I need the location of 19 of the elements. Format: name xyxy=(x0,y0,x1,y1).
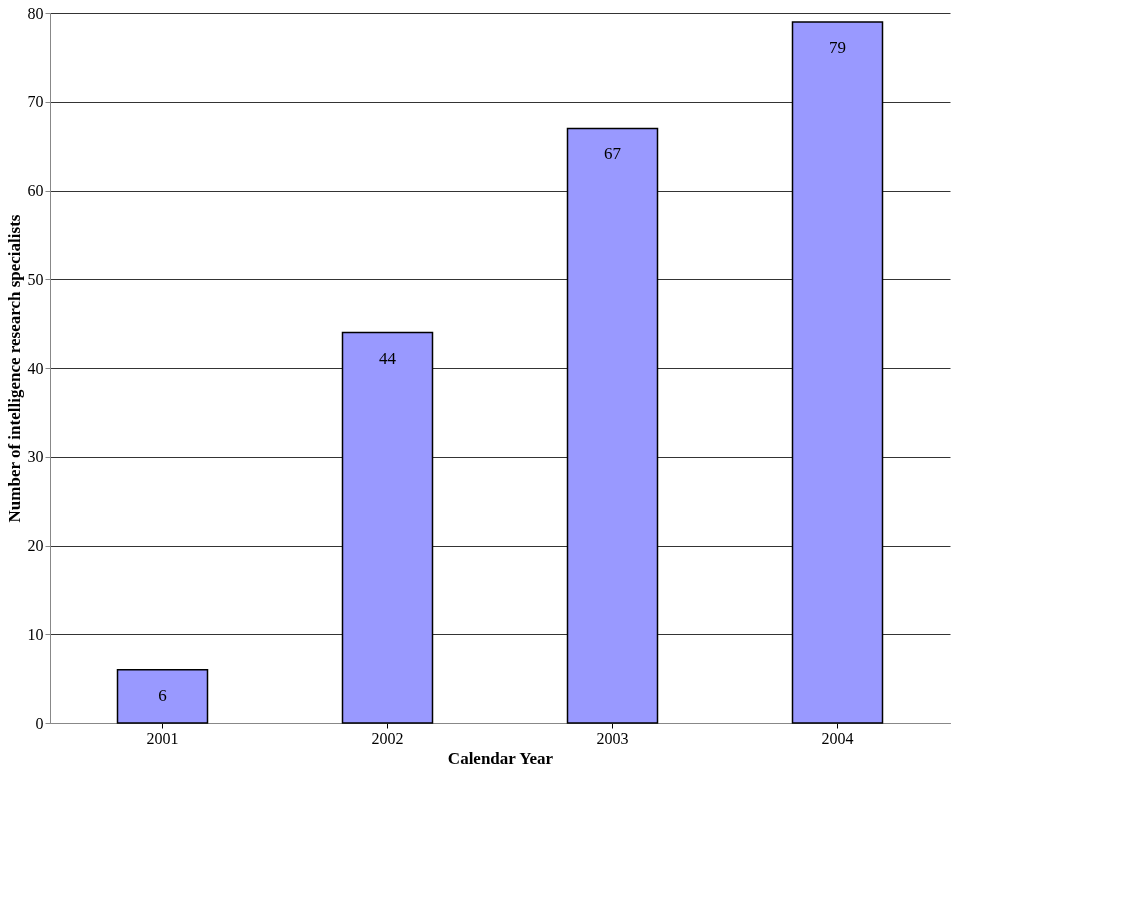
y-tick-label: 20 xyxy=(27,537,44,554)
x-tick-label: 2001 xyxy=(146,729,179,747)
y-tick-label: 70 xyxy=(27,93,44,111)
y-axis-title: Number of intelligence research specialists xyxy=(4,214,24,523)
data-label: 67 xyxy=(604,144,622,164)
data-label: 79 xyxy=(829,37,846,57)
y-tick-label: 50 xyxy=(27,270,44,288)
y-tick-label: 60 xyxy=(27,182,44,199)
x-tick-label: 2004 xyxy=(821,729,854,747)
x-tick-label: 2002 xyxy=(371,729,404,747)
y-tick-label: 80 xyxy=(27,4,44,22)
y-tick-label: 30 xyxy=(27,448,44,466)
y-tick-label: 0 xyxy=(35,714,44,732)
x-axis-title: Calendar Year xyxy=(447,748,554,768)
data-label: 6 xyxy=(158,685,167,705)
y-tick-label: 40 xyxy=(27,359,44,377)
x-tick-label: 2003 xyxy=(596,729,629,747)
y-tick-label: 10 xyxy=(27,625,44,643)
data-label: 44 xyxy=(379,348,397,368)
